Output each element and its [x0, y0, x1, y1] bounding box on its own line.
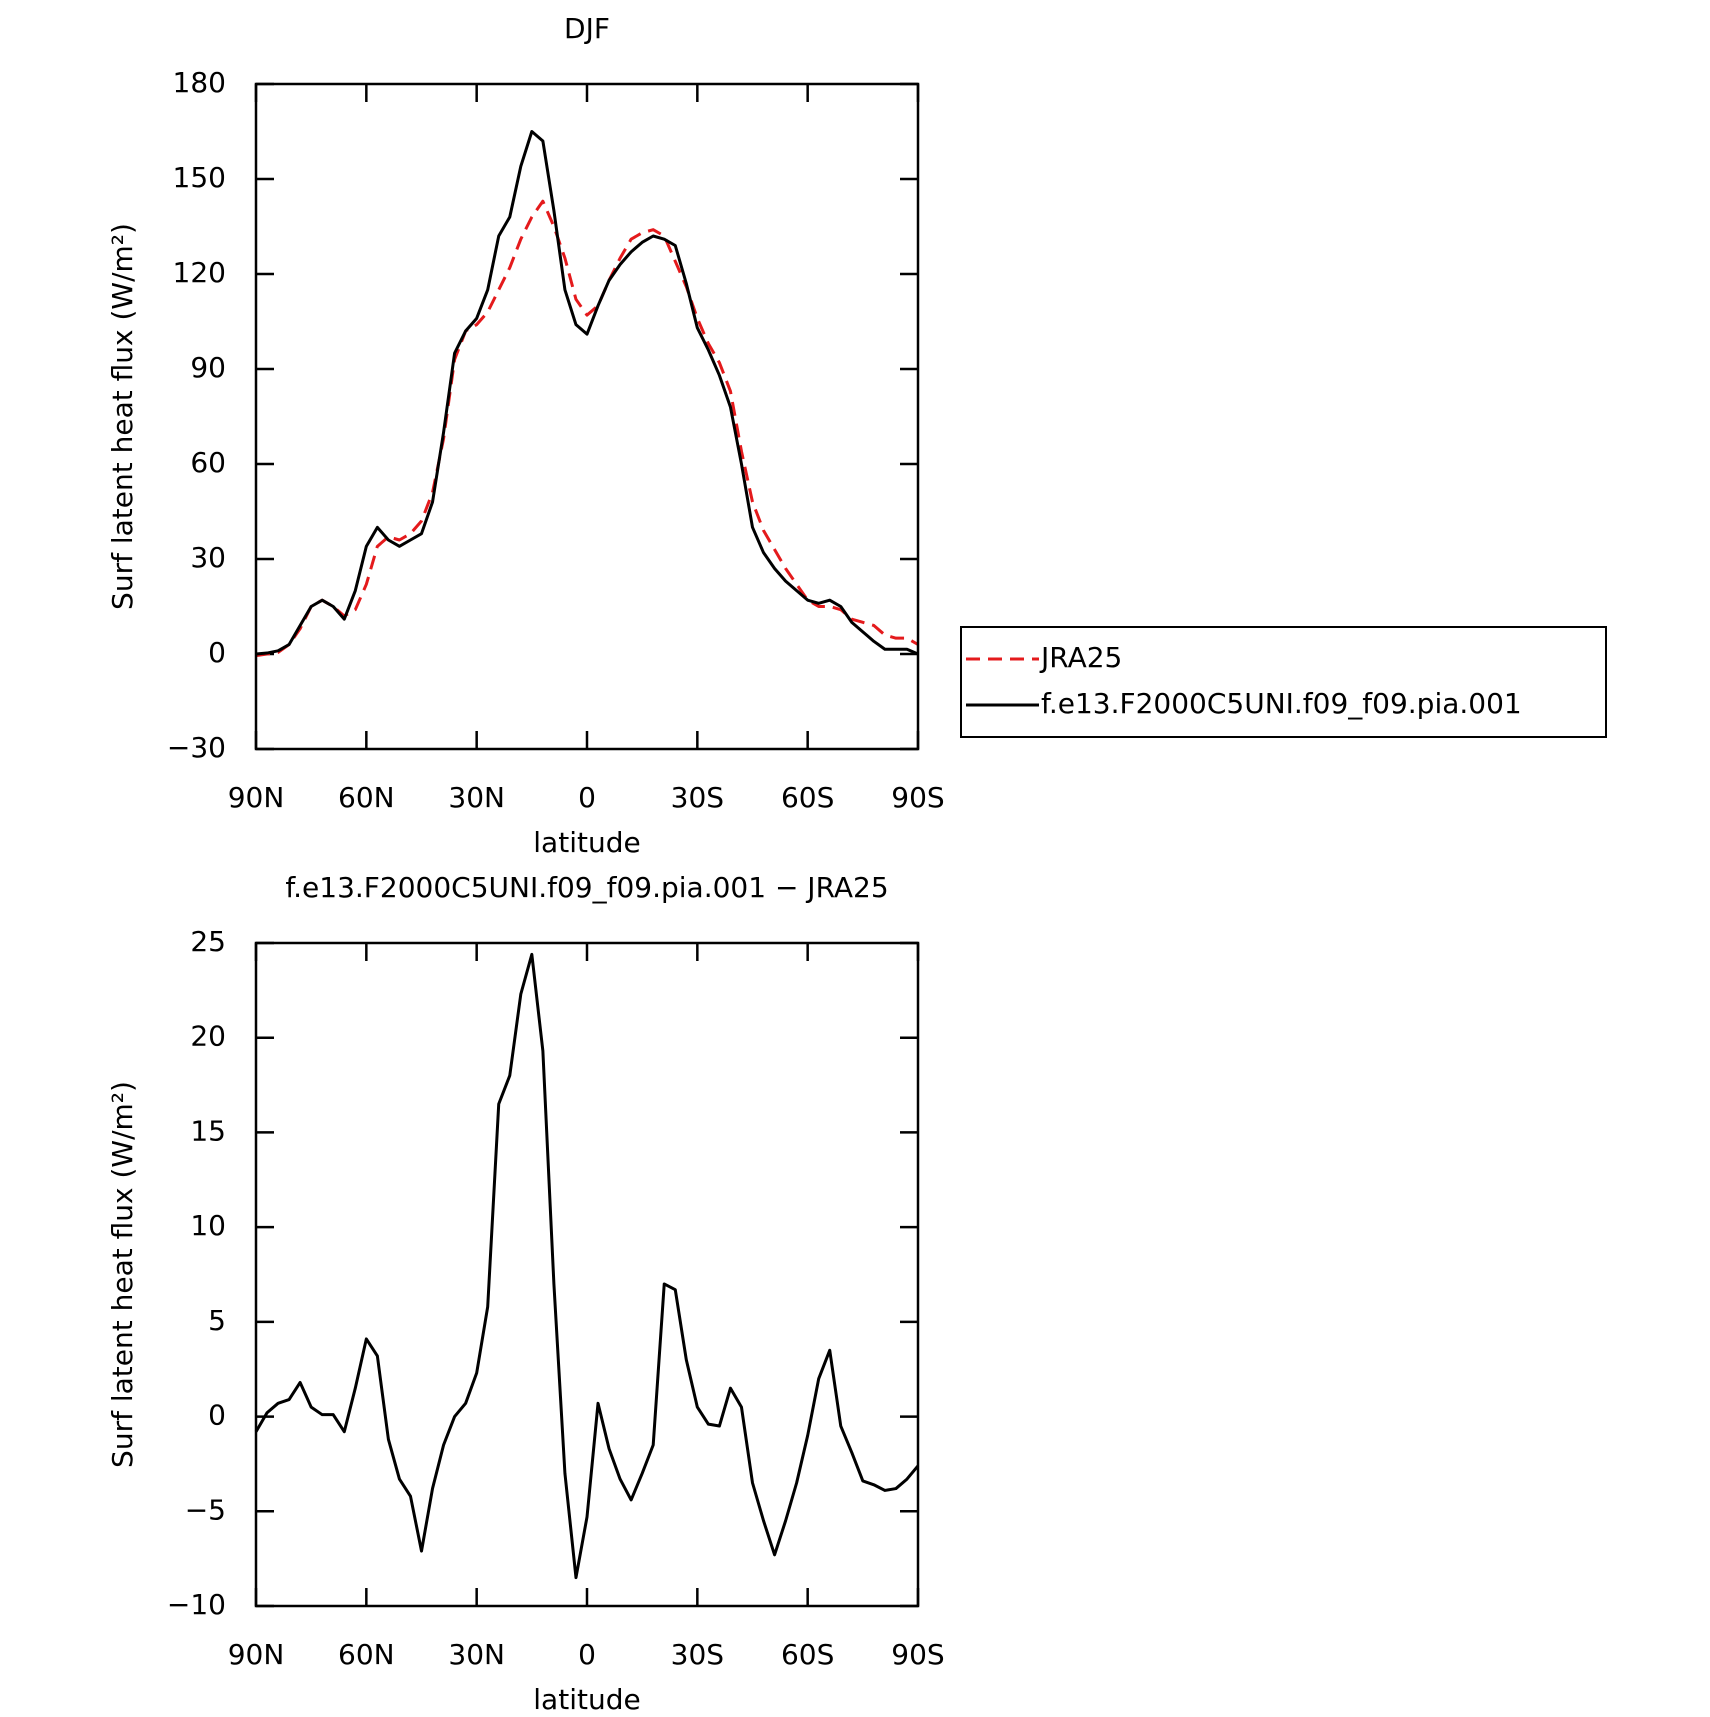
x-tick-label: 30S: [671, 1638, 724, 1671]
x-axis-label: latitude: [533, 826, 640, 859]
y-tick-label: 0: [208, 636, 226, 669]
y-tick-label: 150: [173, 161, 226, 194]
y-tick-label: 20: [190, 1020, 226, 1053]
legend-label: f.e13.F2000C5UNI.f09_f09.pia.001: [1041, 687, 1522, 720]
y-tick-label: 180: [173, 66, 226, 99]
x-tick-label: 60N: [338, 1638, 395, 1671]
chart-title: f.e13.F2000C5UNI.f09_f09.pia.001 − JRA25: [285, 871, 888, 904]
y-tick-label: 5: [208, 1304, 226, 1337]
series-line: [255, 199, 919, 658]
y-tick-label: 0: [208, 1399, 226, 1432]
y-tick-label: −10: [167, 1588, 226, 1621]
x-tick-label: 60N: [338, 781, 395, 814]
plot-frame: [254, 82, 920, 751]
plot-frame: [254, 941, 920, 1608]
x-tick-label: 90N: [228, 781, 285, 814]
x-tick-label: 90S: [891, 781, 944, 814]
series-line: [254, 952, 920, 1580]
x-tick-label: 90N: [228, 1638, 285, 1671]
x-tick-label: 90S: [891, 1638, 944, 1671]
x-tick-label: 60S: [781, 1638, 834, 1671]
y-tick-label: −5: [185, 1493, 226, 1526]
x-tick-label: 30S: [671, 781, 724, 814]
x-tick-label: 30N: [448, 1638, 505, 1671]
x-tick-label: 0: [578, 781, 596, 814]
legend-box: [960, 626, 1607, 738]
y-tick-label: −30: [167, 731, 226, 764]
y-tick-label: 120: [173, 256, 226, 289]
y-tick-label: 10: [190, 1209, 226, 1242]
x-tick-label: 0: [578, 1638, 596, 1671]
series-line: [255, 130, 919, 656]
chart-title: DJF: [564, 12, 610, 45]
x-axis-label: latitude: [533, 1683, 640, 1716]
y-tick-label: 30: [190, 541, 226, 574]
legend-label: JRA25: [1039, 641, 1122, 674]
y-axis-label: Surf latent heat flux (W/m²): [106, 1081, 139, 1468]
y-tick-label: 90: [190, 351, 226, 384]
x-tick-label: 60S: [781, 781, 834, 814]
y-tick-label: 15: [190, 1114, 226, 1147]
y-axis-label: Surf latent heat flux (W/m²): [106, 223, 139, 610]
y-tick-label: 25: [190, 925, 226, 958]
y-tick-label: 60: [190, 446, 226, 479]
x-tick-label: 30N: [448, 781, 505, 814]
